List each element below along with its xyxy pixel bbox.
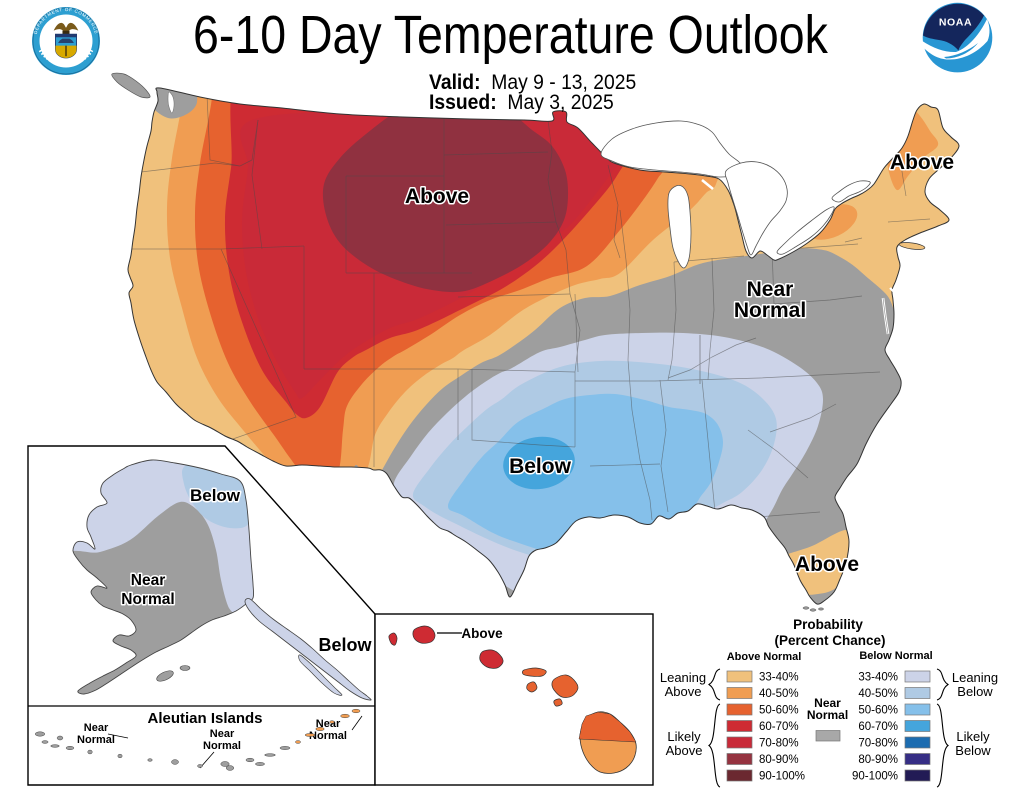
svg-text:80-90%: 80-90% xyxy=(858,754,898,766)
svg-text:33-40%: 33-40% xyxy=(759,672,799,684)
svg-text:Leaning: Leaning xyxy=(660,670,706,685)
svg-text:(Percent Chance): (Percent Chance) xyxy=(774,633,885,648)
svg-text:Below: Below xyxy=(509,455,572,478)
svg-text:Likely: Likely xyxy=(667,729,701,744)
svg-text:Above Normal: Above Normal xyxy=(727,651,802,663)
svg-text:Probability: Probability xyxy=(793,617,863,632)
svg-text:Below: Below xyxy=(957,684,993,699)
svg-text:50-60%: 50-60% xyxy=(759,705,799,717)
svg-text:Below: Below xyxy=(190,486,241,505)
svg-text:Leaning: Leaning xyxy=(952,670,998,685)
svg-text:Near: Near xyxy=(747,278,794,301)
svg-text:Near: Near xyxy=(210,728,235,740)
svg-text:Near: Near xyxy=(84,722,109,734)
svg-text:60-70%: 60-70% xyxy=(858,721,898,733)
svg-text:Below Normal: Below Normal xyxy=(859,650,932,662)
svg-text:70-80%: 70-80% xyxy=(858,738,898,750)
svg-text:Above: Above xyxy=(795,553,859,576)
svg-text:Normal: Normal xyxy=(807,708,848,722)
svg-text:Below: Below xyxy=(318,635,372,655)
svg-text:50-60%: 50-60% xyxy=(858,705,898,717)
svg-text:Below: Below xyxy=(955,743,991,758)
svg-text:Above: Above xyxy=(890,151,954,174)
svg-text:Near: Near xyxy=(131,572,165,589)
svg-text:70-80%: 70-80% xyxy=(759,738,799,750)
svg-text:80-90%: 80-90% xyxy=(759,754,799,766)
svg-text:Above: Above xyxy=(405,185,469,208)
svg-text:Above: Above xyxy=(461,626,503,641)
svg-text:Near: Near xyxy=(814,696,841,710)
svg-text:60-70%: 60-70% xyxy=(759,721,799,733)
svg-text:Normal: Normal xyxy=(203,740,241,752)
svg-text:NOAA: NOAA xyxy=(939,17,972,29)
svg-text:90-100%: 90-100% xyxy=(852,771,898,783)
svg-text:Normal: Normal xyxy=(309,730,347,742)
svg-text:90-100%: 90-100% xyxy=(759,771,805,783)
svg-text:Likely: Likely xyxy=(956,729,990,744)
svg-text:33-40%: 33-40% xyxy=(858,672,898,684)
svg-text:40-50%: 40-50% xyxy=(858,688,898,700)
svg-text:Above: Above xyxy=(666,743,703,758)
svg-text:Normal: Normal xyxy=(734,299,806,322)
svg-text:Normal: Normal xyxy=(77,734,115,746)
svg-text:40-50%: 40-50% xyxy=(759,688,799,700)
svg-text:Aleutian Islands: Aleutian Islands xyxy=(147,710,262,727)
svg-text:Above: Above xyxy=(665,684,702,699)
svg-text:Normal: Normal xyxy=(121,591,174,608)
